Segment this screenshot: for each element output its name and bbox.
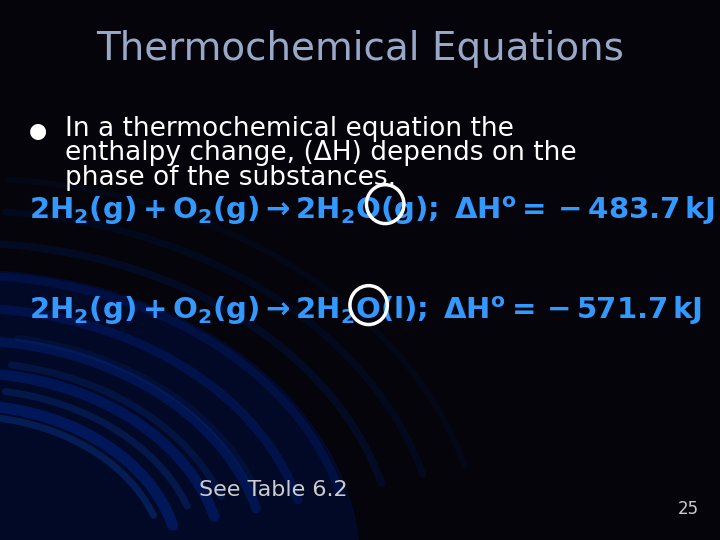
Text: enthalpy change, (ΔH) depends on the: enthalpy change, (ΔH) depends on the [65,140,577,166]
Polygon shape [0,270,360,540]
Text: See Table 6.2: See Table 6.2 [199,480,348,500]
Text: $\mathbf{2H_2(g) + O_2(g) \rightarrow 2H_2O(l)}$$\mathbf{;\,\, \Delta H^o = -571: $\mathbf{2H_2(g) + O_2(g) \rightarrow 2H… [29,294,702,327]
Text: In a thermochemical equation the: In a thermochemical equation the [65,116,513,142]
Text: phase of the substances.: phase of the substances. [65,165,396,191]
Text: Thermochemical Equations: Thermochemical Equations [96,30,624,68]
Text: ●: ● [29,122,47,141]
Text: $\mathbf{2H_2(g) + O_2(g) \rightarrow 2H_2O(g)}$$\mathbf{;\,\, \Delta H^o = -483: $\mathbf{2H_2(g) + O_2(g) \rightarrow 2H… [29,194,714,227]
Text: 25: 25 [678,501,698,518]
